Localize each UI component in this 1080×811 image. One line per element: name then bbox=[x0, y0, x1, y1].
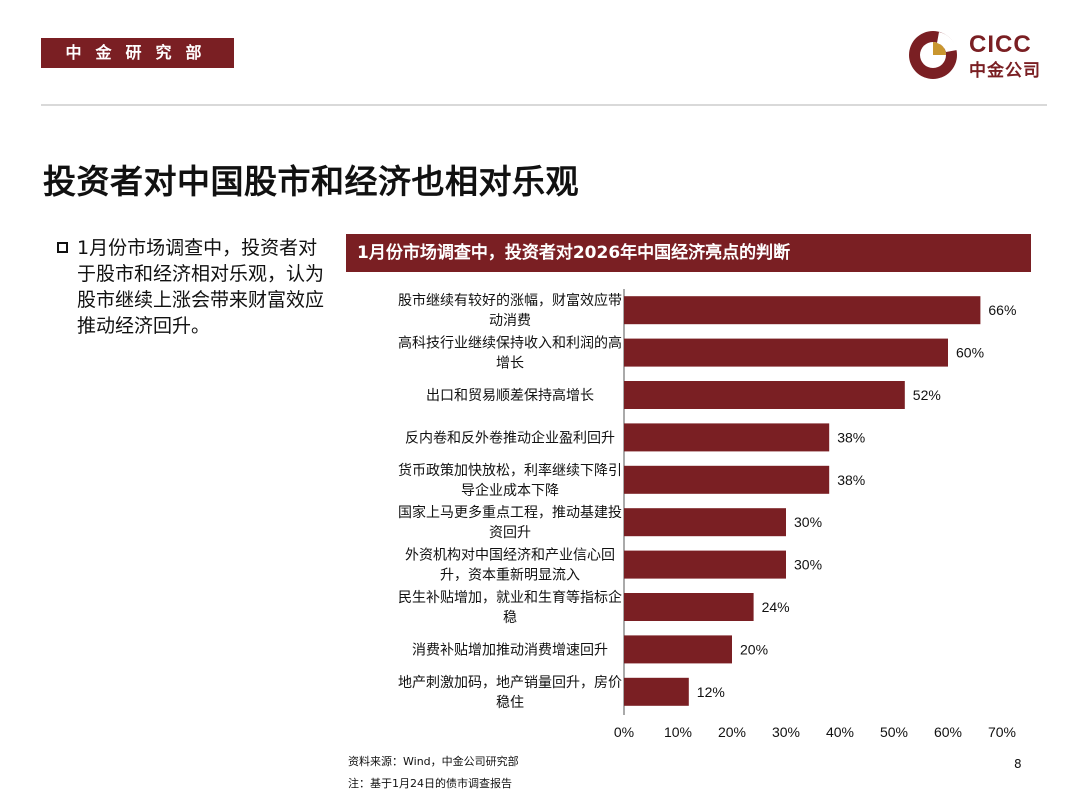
logo-text-cn: 中金公司 bbox=[969, 61, 1041, 81]
x-tick-label: 0% bbox=[614, 724, 634, 740]
data-label: 12% bbox=[697, 684, 725, 700]
x-tick-label: 70% bbox=[988, 724, 1016, 740]
bullet-point: 1月份市场调查中，投资者对于股市和经济相对乐观，认为股市继续上涨会带来财富效应推… bbox=[57, 235, 327, 339]
footnote: 注：基于1月24日的债市调查报告 bbox=[348, 777, 512, 790]
data-label: 52% bbox=[913, 387, 941, 403]
data-label: 38% bbox=[837, 472, 865, 488]
source-note: 资料来源：Wind，中金公司研究部 bbox=[348, 755, 519, 768]
cicc-logo: CICC 中金公司 bbox=[906, 28, 1056, 82]
category-label: 导企业成本下降 bbox=[461, 482, 559, 499]
category-label: 外资机构对中国经济和产业信心回 bbox=[405, 548, 615, 564]
bar bbox=[624, 381, 905, 409]
bar bbox=[624, 423, 830, 452]
category-label: 货币政策加快放松，利率继续下降引 bbox=[398, 462, 622, 479]
x-tick-label: 40% bbox=[826, 724, 854, 740]
page-title: 投资者对中国股市和经济也相对乐观 bbox=[43, 162, 579, 201]
category-label: 地产刺激加码，地产销量回升，房价 bbox=[398, 674, 622, 691]
x-tick-label: 20% bbox=[718, 724, 746, 740]
x-tick-label: 50% bbox=[880, 724, 908, 740]
category-label: 高科技行业继续保持收入和利润的高 bbox=[398, 335, 622, 352]
bullet-text: 1月份市场调查中，投资者对于股市和经济相对乐观，认为股市继续上涨会带来财富效应推… bbox=[77, 237, 325, 337]
bar bbox=[624, 338, 948, 367]
category-label: 出口和贸易顺差保持高增长 bbox=[426, 387, 594, 404]
category-label: 民生补贴增加，就业和生育等指标企 bbox=[398, 589, 622, 606]
header-divider bbox=[41, 104, 1047, 106]
category-label: 消费补贴增加推动消费增速回升 bbox=[412, 642, 608, 658]
chart-header: 1月份市场调查中，投资者对2026年中国经济亮点的判断 bbox=[346, 234, 1031, 272]
data-label: 66% bbox=[988, 302, 1016, 318]
bar bbox=[624, 593, 754, 621]
data-label: 24% bbox=[762, 599, 790, 615]
category-label: 增长 bbox=[496, 356, 524, 372]
data-label: 60% bbox=[956, 345, 984, 361]
x-tick-label: 10% bbox=[664, 724, 692, 740]
category-label: 升，资本重新明显流入 bbox=[440, 568, 580, 584]
category-label: 动消费 bbox=[489, 313, 531, 329]
cicc-logo-icon bbox=[909, 31, 957, 79]
logo-text-en: CICC bbox=[969, 31, 1032, 58]
category-label: 稳 bbox=[503, 610, 517, 626]
x-tick-label: 30% bbox=[772, 724, 800, 740]
square-bullet-icon bbox=[57, 242, 68, 253]
bar bbox=[624, 677, 689, 706]
x-tick-label: 60% bbox=[934, 724, 962, 740]
data-label: 30% bbox=[794, 557, 822, 573]
bar bbox=[624, 550, 786, 579]
data-label: 38% bbox=[837, 429, 865, 445]
bar bbox=[624, 635, 732, 664]
category-label: 反内卷和反外卷推动企业盈利回升 bbox=[405, 429, 615, 446]
category-label: 国家上马更多重点工程，推动基建投 bbox=[398, 504, 622, 521]
department-tag: 中金研究部 bbox=[41, 38, 234, 68]
bar bbox=[624, 296, 981, 325]
category-label: 稳住 bbox=[496, 695, 524, 711]
bar bbox=[624, 465, 830, 494]
category-label: 股市继续有较好的涨幅，财富效应带 bbox=[398, 292, 622, 309]
bar bbox=[624, 508, 786, 537]
category-label: 资回升 bbox=[489, 525, 531, 541]
page-number: 8 bbox=[1014, 757, 1022, 771]
data-label: 30% bbox=[794, 514, 822, 530]
data-label: 20% bbox=[740, 641, 768, 657]
